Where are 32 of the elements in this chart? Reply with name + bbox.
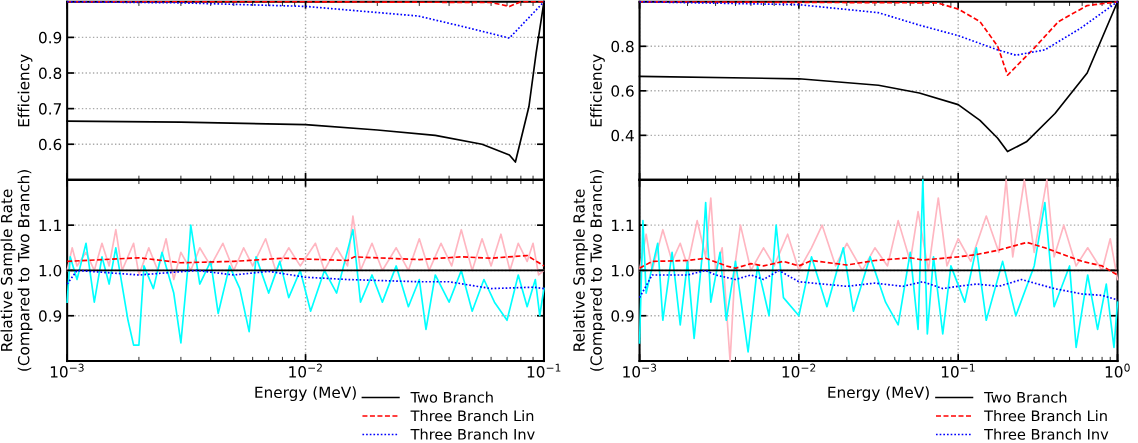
x-tick-label: 10$^{−1}$ <box>941 363 975 378</box>
x-tick-label: 10$^{−3}$ <box>50 363 84 378</box>
y-axis-title: Efficiency <box>590 54 605 127</box>
y-axis-title: Relative Sample Rate (Compared to Two Branch) <box>572 170 605 371</box>
y-tick-label: 0.6 <box>38 138 62 151</box>
x-axis-title: Energy (MeV) <box>255 386 356 402</box>
y-tick-label: 0.9 <box>611 310 634 322</box>
x-tick-label: 10$^{−1}$ <box>527 363 561 378</box>
x-tick-label: 10$^{−2}$ <box>782 363 816 378</box>
y-axis-title: Relative Sample Rate (Compared to Two Branch) <box>0 170 33 371</box>
x-tick-label: 10$^{−2}$ <box>289 363 322 378</box>
y-tick-label: 0.9 <box>38 310 62 322</box>
y-tick-label: 0.8 <box>611 40 634 53</box>
y-tick-label: 1.0 <box>39 264 62 277</box>
x-tick-label: 10$^{−3}$ <box>623 363 657 378</box>
y-tick-label: 0.7 <box>38 103 61 115</box>
y-axis-title: Efficiency <box>17 54 33 127</box>
y-tick-label: 1.1 <box>612 219 634 231</box>
legend-label: Three Branch Lin <box>984 410 1107 422</box>
legend-label: Three Branch Lin <box>410 410 534 422</box>
legend-label: Three Branch Inv <box>410 428 535 440</box>
y-tick-label: 1.0 <box>612 264 634 277</box>
legend-label: Three Branch Inv <box>984 428 1109 440</box>
legend-label: Two Branch <box>410 391 493 403</box>
y-tick-label: 0.8 <box>38 67 62 80</box>
x-axis-title: Energy (MeV) <box>828 386 929 402</box>
y-tick-label: 0.4 <box>611 129 634 142</box>
y-tick-label: 0.9 <box>38 31 62 44</box>
y-tick-label: 1.1 <box>39 219 61 231</box>
x-tick-label: 10$^{0}$ <box>1105 363 1130 378</box>
legend-label: Two Branch <box>984 391 1067 403</box>
y-tick-label: 0.6 <box>611 85 634 97</box>
